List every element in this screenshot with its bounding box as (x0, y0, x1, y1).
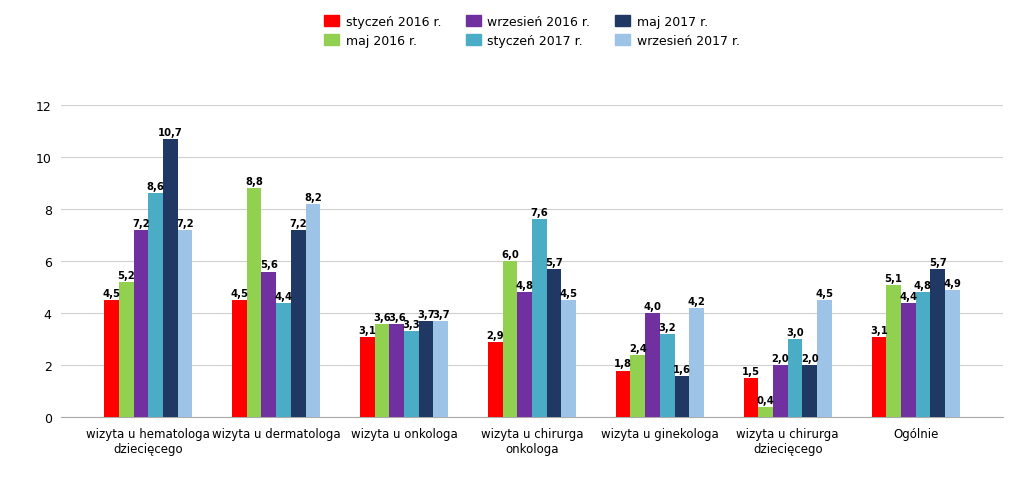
Legend: styczeń 2016 r., maj 2016 r., wrzesień 2016 r., styczeń 2017 r., maj 2017 r., wr: styczeń 2016 r., maj 2016 r., wrzesień 2… (320, 12, 744, 52)
Text: 2,9: 2,9 (486, 330, 504, 340)
Text: 4,4: 4,4 (274, 291, 293, 301)
Bar (148, 194, 163, 418)
Bar (802, 366, 817, 418)
Bar (773, 366, 788, 418)
Text: 7,6: 7,6 (531, 208, 548, 218)
Text: 8,8: 8,8 (246, 177, 263, 187)
Bar (360, 337, 374, 418)
Text: 2,0: 2,0 (801, 354, 818, 363)
Text: 4,2: 4,2 (687, 296, 706, 306)
Bar (276, 303, 291, 418)
Text: 2,0: 2,0 (771, 354, 789, 363)
Bar (630, 355, 646, 418)
Bar (518, 293, 532, 418)
Text: 3,7: 3,7 (417, 309, 435, 319)
Text: 4,5: 4,5 (560, 288, 578, 299)
Bar (901, 303, 916, 418)
Bar (418, 322, 434, 418)
Bar (119, 282, 134, 418)
Text: 3,6: 3,6 (373, 312, 391, 322)
Bar (374, 324, 390, 418)
Text: 3,1: 3,1 (358, 325, 376, 335)
Bar (872, 337, 886, 418)
Bar (660, 335, 674, 418)
Bar (247, 189, 262, 418)
Text: 6,0: 6,0 (501, 250, 519, 260)
Bar (674, 376, 690, 418)
Text: 3,0: 3,0 (787, 327, 804, 337)
Text: 3,1: 3,1 (870, 325, 888, 335)
Text: 7,2: 7,2 (176, 218, 194, 228)
Bar (232, 300, 247, 418)
Bar (291, 230, 306, 418)
Bar (390, 324, 404, 418)
Text: 5,7: 5,7 (929, 257, 946, 267)
Bar (930, 269, 945, 418)
Text: 5,1: 5,1 (885, 273, 902, 283)
Bar (758, 407, 773, 418)
Text: 0,4: 0,4 (757, 395, 774, 405)
Text: 4,0: 4,0 (643, 301, 662, 312)
Text: 5,7: 5,7 (545, 257, 563, 267)
Text: 3,6: 3,6 (388, 312, 405, 322)
Bar (104, 300, 119, 418)
Text: 10,7: 10,7 (158, 127, 183, 137)
Text: 4,8: 4,8 (914, 281, 932, 291)
Bar (886, 285, 901, 418)
Text: 3,3: 3,3 (403, 320, 420, 330)
Bar (945, 290, 960, 418)
Text: 1,6: 1,6 (673, 364, 691, 374)
Text: 8,2: 8,2 (304, 192, 322, 203)
Text: 7,2: 7,2 (290, 218, 307, 228)
Bar (546, 269, 562, 418)
Text: 7,2: 7,2 (132, 218, 149, 228)
Bar (306, 204, 320, 418)
Text: 4,9: 4,9 (943, 278, 962, 288)
Text: 4,5: 4,5 (230, 288, 249, 299)
Bar (178, 230, 192, 418)
Text: 1,8: 1,8 (614, 359, 632, 369)
Bar (817, 300, 832, 418)
Text: 5,6: 5,6 (260, 260, 278, 270)
Bar (788, 340, 802, 418)
Bar (562, 300, 576, 418)
Text: 4,4: 4,4 (899, 291, 918, 301)
Bar (488, 342, 502, 418)
Text: 4,8: 4,8 (516, 281, 534, 291)
Bar (916, 293, 930, 418)
Bar (262, 272, 276, 418)
Bar (134, 230, 148, 418)
Bar (163, 139, 178, 418)
Text: 8,6: 8,6 (146, 182, 165, 192)
Bar (616, 371, 630, 418)
Text: 3,2: 3,2 (659, 323, 676, 332)
Text: 5,2: 5,2 (118, 270, 135, 280)
Bar (646, 313, 660, 418)
Text: 2,4: 2,4 (629, 343, 647, 353)
Bar (690, 309, 704, 418)
Bar (404, 332, 418, 418)
Bar (532, 220, 546, 418)
Text: 4,5: 4,5 (815, 288, 834, 299)
Bar (434, 322, 448, 418)
Bar (502, 262, 518, 418)
Bar (744, 379, 758, 418)
Text: 3,7: 3,7 (432, 309, 450, 319)
Text: 1,5: 1,5 (742, 367, 760, 376)
Text: 4,5: 4,5 (102, 288, 121, 299)
